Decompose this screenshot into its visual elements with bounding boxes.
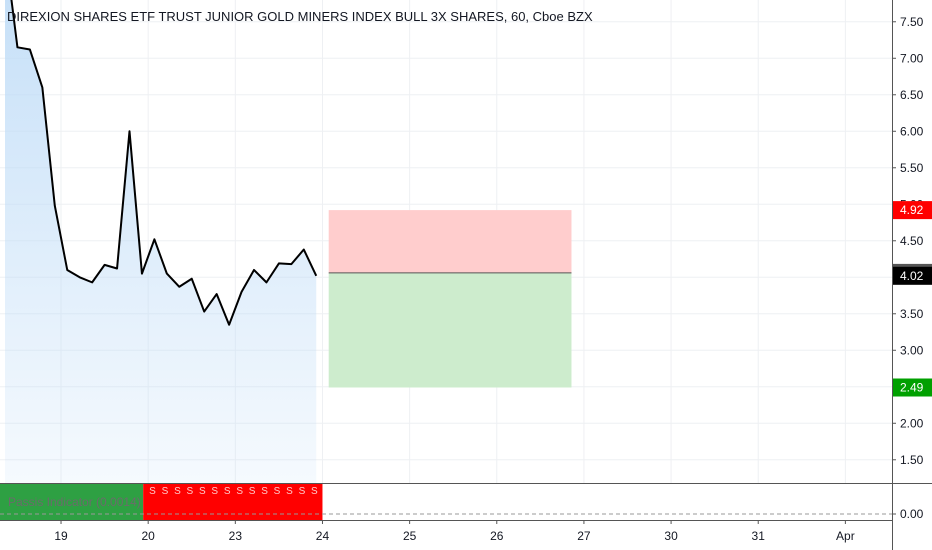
sell-signal-marker: S <box>261 486 268 497</box>
y-tick-label: 3.00 <box>900 343 924 357</box>
x-tick-label: 20 <box>141 529 155 543</box>
x-tick-label: 25 <box>403 529 417 543</box>
sell-signal-marker: S <box>299 486 306 497</box>
x-tick-label: Apr <box>836 529 855 543</box>
y-tick-label: 4.50 <box>900 234 924 248</box>
x-tick-label: 27 <box>577 529 591 543</box>
sell-signal-marker: S <box>199 486 206 497</box>
sell-signal-marker: S <box>274 486 281 497</box>
stop-price-badge-text: 4.92 <box>900 203 924 217</box>
y-tick-label: 3.50 <box>900 307 924 321</box>
take-profit-zone <box>328 272 572 388</box>
sell-signal-marker: S <box>174 486 181 497</box>
indicator-label: Passis Indicator (0.0014) <box>8 495 141 509</box>
sell-signal-marker: S <box>311 486 318 497</box>
y-tick-label: 7.00 <box>900 51 924 65</box>
y-tick-label: 6.00 <box>900 124 924 138</box>
last-price-badge <box>893 266 932 285</box>
sell-signal-marker: S <box>149 486 156 497</box>
target-price-badge <box>893 378 932 397</box>
y-tick-label: 2.00 <box>900 416 924 430</box>
sell-signal-marker: S <box>236 486 243 497</box>
target-price-badge-text: 2.49 <box>900 381 924 395</box>
price-line <box>10 0 318 326</box>
indicator-value-label: 0.00 <box>900 507 924 521</box>
sell-signal-marker: S <box>224 486 231 497</box>
indicator-red-region <box>143 484 323 520</box>
sell-signal-marker: S <box>162 486 169 497</box>
last-price-badge-text: 4.02 <box>900 269 924 283</box>
sell-signal-marker: S <box>211 486 218 497</box>
x-tick-label: 24 <box>316 529 330 543</box>
stop-price-badge <box>893 201 932 220</box>
x-tick-label: 31 <box>752 529 766 543</box>
chart-title: DIREXION SHARES ETF TRUST JUNIOR GOLD MI… <box>7 9 593 24</box>
x-tick-label: 30 <box>664 529 678 543</box>
y-tick-label: 6.50 <box>900 88 924 102</box>
y-tick-label: 5.50 <box>900 161 924 175</box>
y-tick-label: 1.50 <box>900 453 924 467</box>
x-tick-label: 19 <box>54 529 68 543</box>
sell-signal-marker: S <box>286 486 293 497</box>
y-tick-label: 7.50 <box>900 15 924 29</box>
stop-loss-zone <box>328 210 572 273</box>
price-area <box>5 0 317 483</box>
sell-signal-marker: S <box>187 486 194 497</box>
x-tick-label: 23 <box>229 529 243 543</box>
sell-signal-marker: S <box>249 486 256 497</box>
x-tick-label: 26 <box>490 529 504 543</box>
